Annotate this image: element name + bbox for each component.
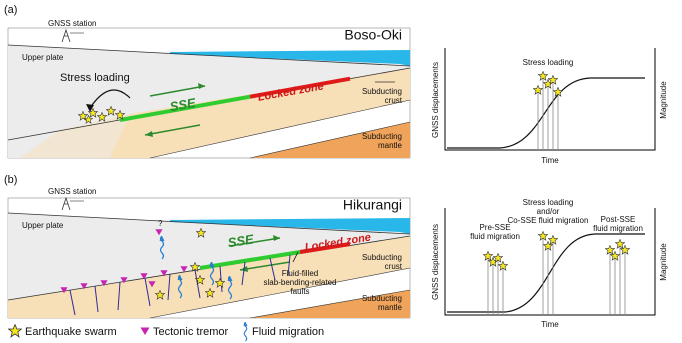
- plot-annotation: Stress loading: [523, 58, 574, 67]
- panel-label: (a): [4, 4, 17, 16]
- shape: [488, 236, 625, 315]
- gnss-label: GNSS station: [48, 187, 96, 196]
- y-axis-label: GNSS displacements: [431, 224, 440, 300]
- plot-annotation: Co-SSE fluid migration: [508, 216, 589, 225]
- faults-label: Fluid-filled: [282, 269, 318, 278]
- upper-plate: Upper plate: [22, 221, 64, 230]
- plot-annotation: Post-SSE: [601, 215, 636, 224]
- plot-annotation: Stress loading: [523, 198, 574, 207]
- upper-plate: Upper plate: [22, 53, 64, 62]
- earthquake-icon: [9, 325, 22, 337]
- legend-label: Tectonic tremor: [153, 326, 229, 338]
- faults-label: faults: [290, 287, 309, 296]
- mantle-label: Subducting: [362, 294, 402, 303]
- x-axis-label: Time: [541, 156, 559, 165]
- gnss-label: GNSS station: [48, 19, 96, 28]
- plot-annotation: Pre-SSE: [479, 223, 510, 232]
- panel-label: (b): [4, 174, 17, 186]
- cross-section: [8, 198, 410, 318]
- figure: (a) GNSS station Boso-Oki Upper plate St…: [0, 0, 682, 343]
- plot-annotation: fluid migration: [593, 224, 643, 233]
- page: (a) GNSS station Boso-Oki Upper plate St…: [0, 0, 682, 343]
- plot-annotation: and/or: [537, 207, 560, 216]
- panel-b: (b) GNSS station Hikurangi Upper plate: [4, 174, 668, 329]
- site-name: Boso-Oki: [344, 27, 402, 43]
- crust-label: crust: [385, 262, 403, 271]
- mantle-label: mantle: [378, 141, 403, 150]
- y2-axis-label: Magnitude: [659, 81, 668, 119]
- y2-axis-label: Magnitude: [659, 243, 668, 281]
- mantle-label: mantle: [378, 303, 403, 312]
- panel-a: (a) GNSS station Boso-Oki Upper plate St…: [4, 4, 668, 165]
- fluid-icon: [243, 322, 247, 341]
- crust-label: crust: [385, 96, 403, 105]
- stress-loading: Stress loading: [60, 72, 130, 84]
- legend: Earthquake swarm Tectonic tremor Fluid m…: [9, 322, 325, 341]
- legend-label: Fluid migration: [252, 326, 324, 338]
- plot-annotation: fluid migration: [470, 232, 520, 241]
- faults-label: slab-bending-related: [264, 278, 337, 287]
- x-axis-label: Time: [541, 320, 559, 329]
- shape: [447, 78, 645, 148]
- mantle-label: Subducting: [362, 132, 402, 141]
- crust-label: Subducting: [362, 253, 402, 262]
- question-mark: ?: [158, 219, 163, 228]
- site-name: Hikurangi: [343, 197, 402, 213]
- legend-label: Earthquake swarm: [25, 326, 117, 338]
- crust-label: Subducting: [362, 87, 402, 96]
- y-axis-label: GNSS displacements: [431, 62, 440, 138]
- cross-section: [8, 28, 410, 158]
- tremor-icon: [141, 328, 150, 336]
